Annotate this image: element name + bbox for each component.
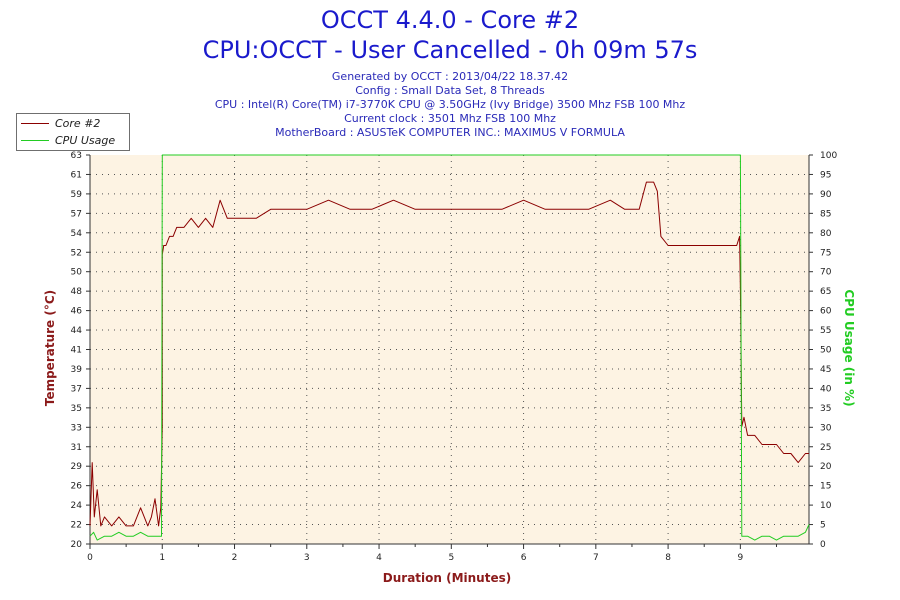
y2-tick-label: 25 xyxy=(820,443,831,453)
legend-item-cpu-usage: CPU Usage xyxy=(17,133,127,149)
info-cpu: CPU : Intel(R) Core(TM) i7-3770K CPU @ 3… xyxy=(214,98,686,111)
legend-item-core2: Core #2 xyxy=(17,116,127,132)
y2-tick-label: 75 xyxy=(820,248,831,258)
y2-tick-label: 40 xyxy=(820,384,832,394)
y2-tick-label: 65 xyxy=(820,287,831,297)
x-tick-label: 1 xyxy=(159,553,165,563)
y-tick-label: 41 xyxy=(71,346,82,356)
y-tick-label: 46 xyxy=(71,307,83,317)
y2-tick-label: 10 xyxy=(820,501,832,511)
y-tick-label: 57 xyxy=(71,209,82,219)
y2-tick-label: 80 xyxy=(820,229,832,239)
y-tick-label: 54 xyxy=(71,229,83,239)
y-tick-label: 63 xyxy=(71,151,82,161)
y-tick-label: 39 xyxy=(71,365,83,375)
info-motherboard: MotherBoard : ASUSTeK COMPUTER INC.: MAX… xyxy=(275,126,625,139)
legend-label-cpu-usage: CPU Usage xyxy=(55,134,116,147)
chart-subtitle: CPU:OCCT - User Cancelled - 0h 09m 57s xyxy=(202,36,698,64)
x-tick-label: 4 xyxy=(376,553,382,563)
y2-tick-label: 95 xyxy=(820,170,831,180)
plot-area xyxy=(90,155,809,544)
x-tick-label: 2 xyxy=(232,553,238,563)
y-axis-label: Temperature (°C) xyxy=(43,289,57,407)
y2-tick-label: 5 xyxy=(820,521,826,531)
y2-tick-label: 35 xyxy=(820,404,831,414)
y-tick-label: 61 xyxy=(71,170,82,180)
y-tick-label: 24 xyxy=(71,501,83,511)
y-tick-label: 48 xyxy=(71,287,83,297)
x-tick-label: 5 xyxy=(448,553,454,563)
legend-label-core2: Core #2 xyxy=(55,117,101,130)
info-generated: Generated by OCCT : 2013/04/22 18.37.42 xyxy=(331,70,569,83)
y-tick-label: 35 xyxy=(71,404,82,414)
y2-tick-label: 100 xyxy=(820,151,837,161)
y2-tick-label: 90 xyxy=(820,190,832,200)
y-tick-label: 44 xyxy=(71,326,83,336)
x-tick-label: 6 xyxy=(521,553,527,563)
y2-tick-label: 60 xyxy=(820,307,832,317)
y-tick-label: 20 xyxy=(71,540,83,550)
y-tick-label: 33 xyxy=(71,423,82,433)
x-tick-label: 0 xyxy=(87,553,93,563)
y2-tick-label: 50 xyxy=(820,346,832,356)
x-tick-label: 9 xyxy=(737,553,743,563)
y2-tick-label: 0 xyxy=(820,540,826,550)
y-tick-label: 52 xyxy=(71,248,82,258)
y2-tick-label: 15 xyxy=(820,482,831,492)
y2-tick-label: 30 xyxy=(820,423,832,433)
y2-tick-label: 45 xyxy=(820,365,831,375)
y2-axis-label: CPU Usage (in %) xyxy=(842,289,856,407)
chart-legend: Core #2 CPU Usage xyxy=(16,113,130,151)
x-tick-label: 7 xyxy=(593,553,599,563)
x-tick-label: 8 xyxy=(665,553,671,563)
y-tick-label: 59 xyxy=(71,190,83,200)
y-tick-label: 29 xyxy=(71,462,83,472)
y-tick-label: 50 xyxy=(71,268,83,278)
y-tick-label: 26 xyxy=(71,482,83,492)
x-axis-label: Duration (Minutes) xyxy=(382,571,512,585)
y-tick-label: 31 xyxy=(71,443,82,453)
y2-tick-label: 20 xyxy=(820,462,832,472)
y2-tick-label: 55 xyxy=(820,326,831,336)
y2-tick-label: 70 xyxy=(820,268,832,278)
y2-tick-label: 85 xyxy=(820,209,831,219)
y-tick-label: 22 xyxy=(71,521,82,531)
legend-swatch-core2 xyxy=(21,123,49,124)
y-tick-label: 37 xyxy=(71,384,82,394)
chart-title: OCCT 4.4.0 - Core #2 xyxy=(320,6,580,34)
x-tick-label: 3 xyxy=(304,553,310,563)
info-clock: Current clock : 3501 Mhz FSB 100 Mhz xyxy=(344,112,556,125)
info-config: Config : Small Data Set, 8 Threads xyxy=(355,84,545,97)
series-line-cpu-usage xyxy=(89,154,810,541)
series-line-core2 xyxy=(89,181,809,527)
legend-swatch-cpu-usage xyxy=(21,140,49,141)
